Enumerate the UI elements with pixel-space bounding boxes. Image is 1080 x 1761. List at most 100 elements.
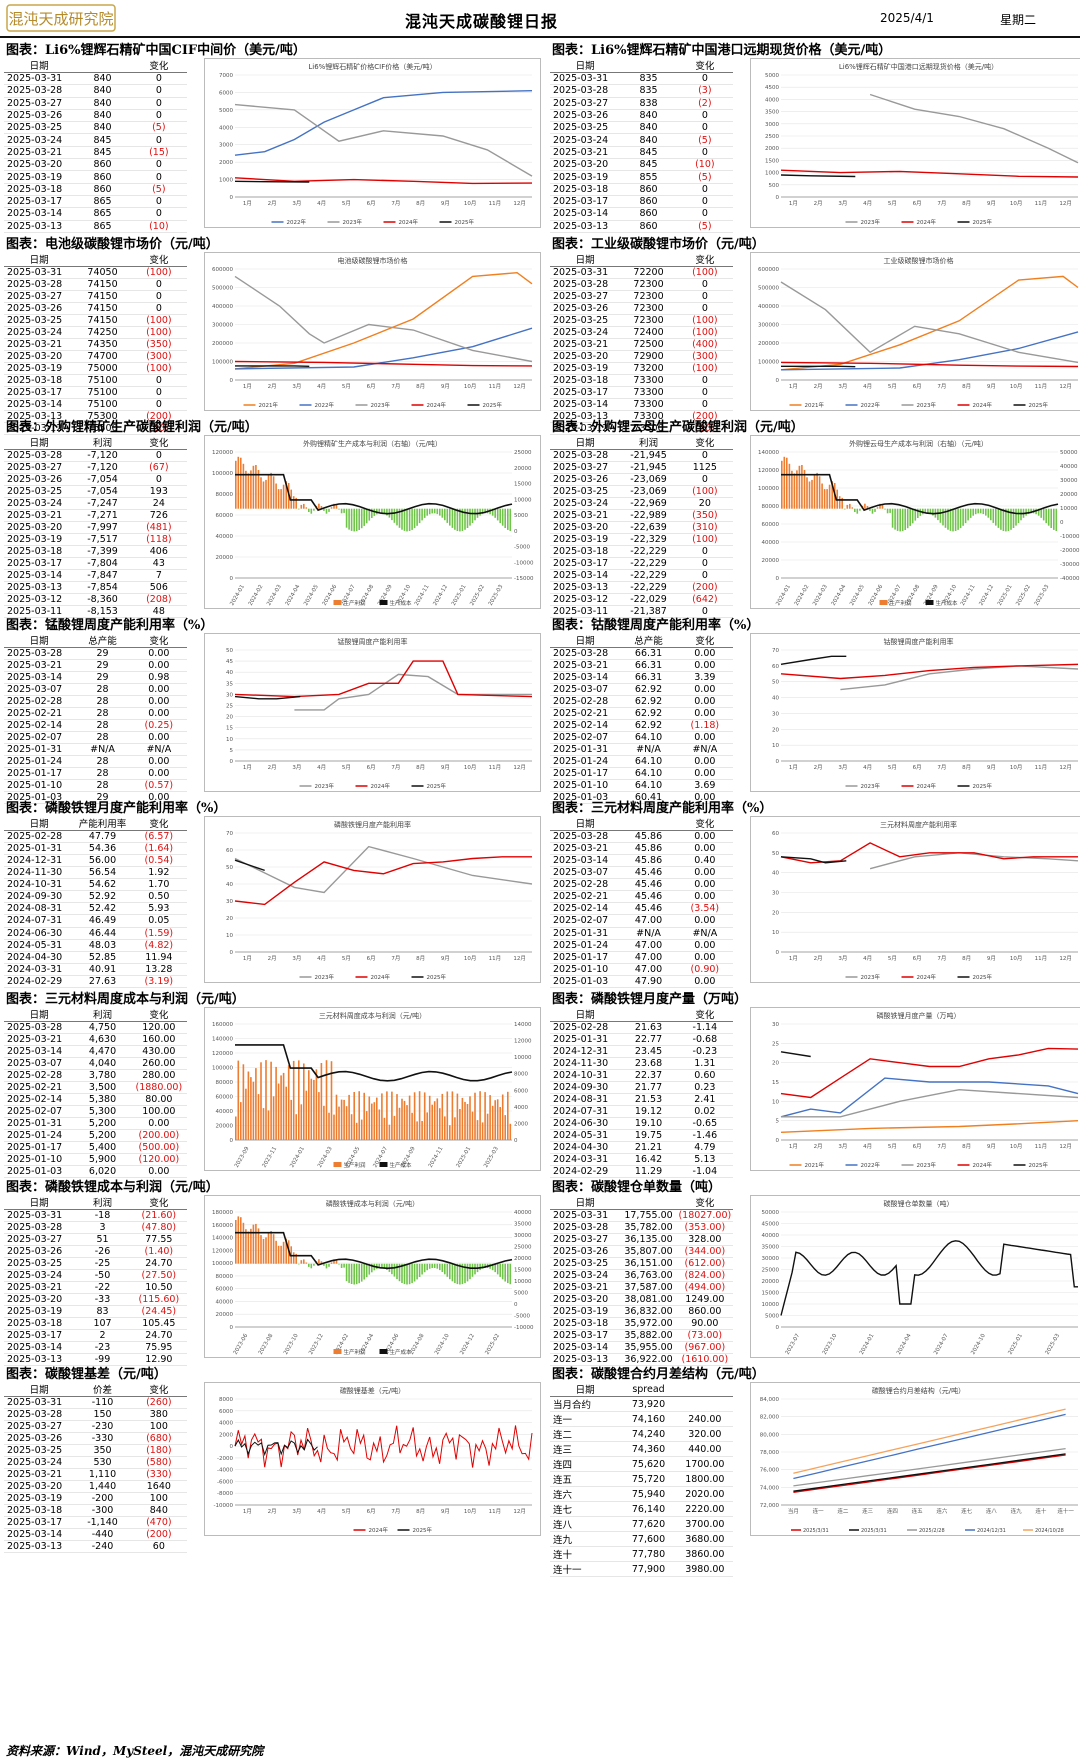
table-cell: 2025-02-07 (550, 914, 621, 928)
column-header: 变化 (130, 1195, 187, 1210)
table-cell: -7,399 (74, 545, 131, 558)
table-cell: 2024-12-31 (4, 854, 75, 868)
y2-tick-label: -20000 (1060, 548, 1080, 554)
table-row: 2024-10-31 22.37 0.60 (550, 1069, 733, 1082)
table-cell: 0.00 (130, 1117, 187, 1130)
table-cell: (5) (676, 133, 733, 147)
x-tick-label: 1月 (243, 383, 252, 390)
y2-tick-label: -5000 (514, 1314, 530, 1320)
table-row: 2025-03-31 -110 (260) (4, 1396, 187, 1409)
table-cell: -25 (74, 1257, 131, 1270)
table-cell: 2025-02-14 (4, 1093, 75, 1106)
legend-label: 2024/10/28 (1035, 1528, 1064, 1534)
profit-bar (262, 481, 265, 509)
y-tick-label: 300000 (212, 323, 233, 329)
column-header: 变化 (676, 1007, 733, 1022)
table-cell: 845 (74, 133, 131, 147)
table-cell: -8,360 (74, 593, 131, 606)
table-row: 2025-03-19 -7,517 (118) (4, 533, 187, 546)
legend-label: 2024年 (427, 401, 447, 409)
table-cell: 2025-02-14 (4, 719, 75, 732)
table-row: 2025-03-25 840 0 (550, 121, 733, 135)
table-cell: (100) (130, 314, 187, 327)
profit-bar (985, 508, 987, 516)
table-cell: (100) (676, 485, 733, 498)
table-row: 2025-02-28 45.46 0.00 (550, 878, 733, 892)
table-row: 连八 77,620 3700.00 (550, 1516, 733, 1532)
table-cell: 52.85 (74, 951, 131, 964)
table-cell: -23 (74, 1341, 131, 1354)
x-tick-label: 12月 (1059, 1143, 1072, 1150)
table-cell: 74,360 (620, 1441, 677, 1457)
legend-label: 2025年 (427, 782, 447, 790)
x-tick-label: 1月 (789, 1143, 798, 1150)
profit-bar (376, 1097, 378, 1140)
profit-bar (305, 1090, 308, 1140)
table-cell: 0.98 (130, 671, 187, 684)
series-line (780, 663, 1079, 680)
series-line (869, 852, 1079, 870)
table-cell: 2024-04-30 (550, 1141, 621, 1154)
profit-bar (335, 1260, 338, 1264)
y-tick-label: 100000 (212, 1066, 233, 1072)
table-row: 2024-04-30 21.21 4.79 (550, 1141, 733, 1154)
table-cell: -21,387 (620, 605, 677, 618)
table-cell: 0.02 (676, 1105, 733, 1118)
table-cell: (5) (130, 183, 187, 196)
table-row: 2025-03-14 -23 75.95 (4, 1341, 187, 1354)
table-cell: 0.50 (130, 890, 187, 904)
table-cell: 2025-03-17 (4, 1329, 75, 1342)
table-cell: #N/A (130, 743, 187, 756)
table-cell: -22,029 (620, 593, 677, 606)
table-row: 2024-09-30 21.77 0.23 (550, 1081, 733, 1094)
x-tick-label: 3月 (838, 200, 847, 207)
table-cell: 2025-01-31 (4, 842, 75, 856)
profit-bar (423, 1263, 426, 1273)
profit-bar (358, 508, 360, 530)
table-cell: 73500 (620, 422, 677, 435)
profit-bar (884, 508, 886, 510)
x-tick-label: 2025-01 (1007, 1333, 1024, 1356)
table-row: 2025-03-18 -7,399 406 (4, 545, 187, 558)
y-tick-label: 50 (226, 648, 233, 654)
series-line (234, 856, 532, 906)
table-cell: 0.60 (676, 1069, 733, 1082)
table-row: 2025-03-28 29 0.00 (4, 647, 187, 660)
table-row: 2025-03-24 -50 (27.50) (4, 1269, 187, 1282)
x-tick-label: 2月 (268, 200, 277, 207)
profit-bar (474, 1263, 476, 1275)
profit-bar (303, 1063, 305, 1140)
table-cell: 0 (676, 449, 733, 462)
y-tick-label: 25000 (762, 1268, 780, 1274)
table-row: 2025-03-14 865 0 (4, 207, 187, 221)
table-cell: 840 (620, 121, 677, 135)
y2-tick-label: 10000 (514, 1055, 532, 1061)
table-cell: -22,639 (620, 521, 677, 534)
table-cell: 0.00 (676, 975, 733, 988)
table-cell: 0 (676, 109, 733, 123)
column-header: 利润 (74, 1195, 131, 1210)
y-tick-label: 60000 (216, 1287, 234, 1293)
y-tick-label: 500000 (212, 286, 233, 292)
y2-tick-label: 20000 (514, 466, 532, 472)
y2-tick-label: 14000 (514, 1022, 532, 1028)
table-cell: 2025-03-27 (4, 1233, 75, 1246)
profit-bar (987, 508, 990, 518)
table-cell: 10.50 (130, 1281, 187, 1294)
table-cell: 51 (74, 1233, 131, 1246)
profit-bar (237, 1060, 240, 1140)
y-tick-label: 7000 (219, 73, 233, 79)
table-cell: 2024-06-30 (4, 927, 75, 940)
table-cell: 2024-12-31 (550, 1045, 621, 1058)
profit-bar (235, 1220, 237, 1264)
column-header: 日期 (4, 58, 75, 73)
table-cell: (208) (130, 593, 187, 606)
legend-label: 2024年 (371, 973, 391, 981)
table-row: 2025-03-26 74150 0 (4, 302, 187, 315)
y-tick-label: 40000 (216, 1299, 234, 1305)
table-cell: 5,900 (74, 1153, 131, 1166)
table-cell: 37,587.00 (620, 1281, 677, 1294)
table-cell: 2025-03-25 (4, 485, 75, 498)
data-table: 日期 利润 变化 2025-03-31 -18 (21.60) 2025-03-28 3 (47… (4, 1195, 187, 1366)
profit-bar (783, 456, 786, 509)
